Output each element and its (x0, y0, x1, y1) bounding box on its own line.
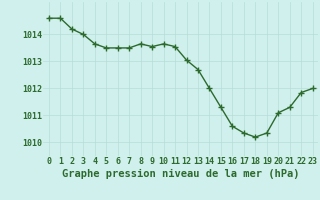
X-axis label: Graphe pression niveau de la mer (hPa): Graphe pression niveau de la mer (hPa) (62, 169, 300, 179)
